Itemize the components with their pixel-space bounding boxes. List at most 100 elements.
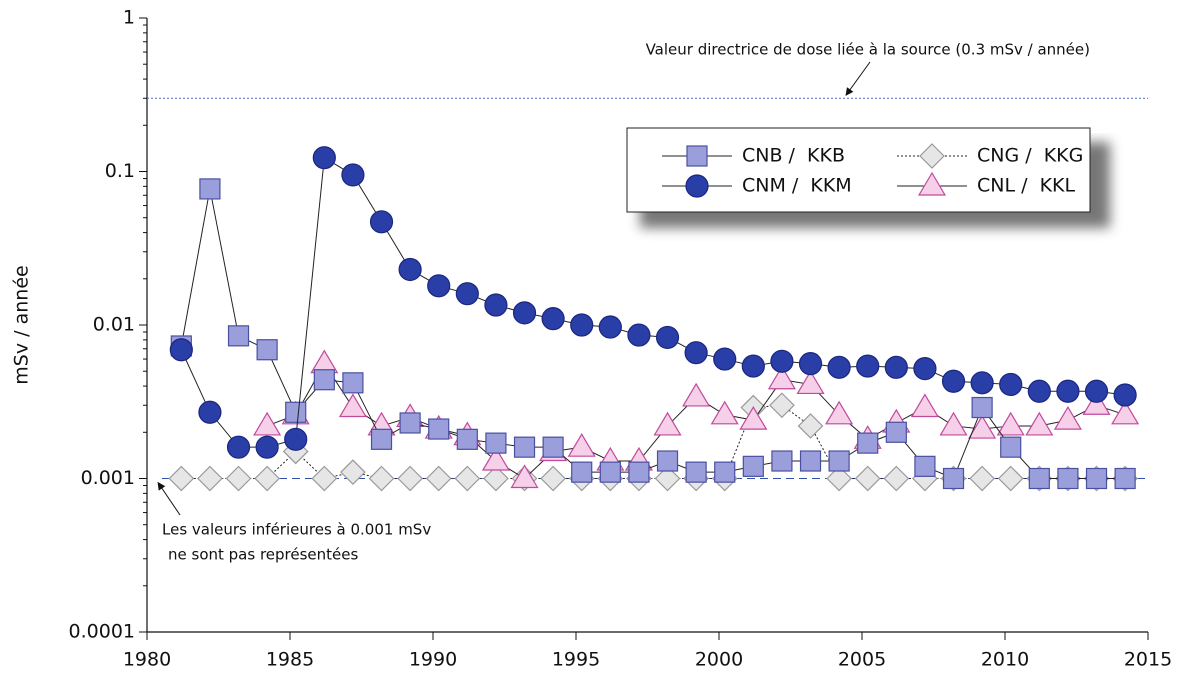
point <box>857 432 879 454</box>
point <box>313 369 335 391</box>
point <box>1085 467 1108 490</box>
legend-marker <box>686 145 708 167</box>
point <box>455 282 479 306</box>
point <box>227 325 250 347</box>
point <box>656 450 679 472</box>
y-tick-label: 0.001 <box>81 467 135 489</box>
point <box>1027 379 1051 403</box>
arrow <box>157 481 181 516</box>
point <box>198 400 222 424</box>
point <box>913 356 937 381</box>
point <box>1000 436 1022 458</box>
y-axis-label: mSv / année <box>11 265 33 384</box>
point <box>769 392 795 419</box>
point <box>796 370 825 395</box>
point <box>684 341 708 365</box>
point <box>970 371 994 395</box>
legend-label: CNM / KKM <box>742 175 852 197</box>
point <box>542 436 564 458</box>
point <box>370 428 393 450</box>
point <box>456 428 478 450</box>
point <box>197 465 223 492</box>
point <box>481 446 510 471</box>
point <box>883 465 910 492</box>
legend-label: CNL / KKL <box>977 175 1076 197</box>
point <box>828 450 850 472</box>
point <box>510 464 539 489</box>
x-tick-label: 2000 <box>695 649 743 671</box>
point <box>169 338 193 362</box>
legend-label: CNB / KKB <box>742 145 845 167</box>
point <box>571 461 593 483</box>
point <box>856 354 880 378</box>
point <box>485 432 507 454</box>
point <box>1082 391 1111 415</box>
point <box>483 465 509 492</box>
point <box>226 435 251 459</box>
legend-marker <box>685 174 709 198</box>
point <box>714 461 736 483</box>
point <box>570 313 594 337</box>
point <box>996 411 1025 436</box>
point <box>742 455 764 477</box>
arrow <box>845 61 871 96</box>
legend-label: CNG / KKG <box>977 145 1083 167</box>
point <box>827 355 851 379</box>
point <box>1057 467 1079 490</box>
point <box>427 274 451 298</box>
point <box>311 465 338 492</box>
point <box>767 365 796 390</box>
point <box>398 257 422 282</box>
point <box>256 339 278 361</box>
point <box>254 465 280 492</box>
x-tick-label: 1985 <box>266 649 314 671</box>
x-tick-label: 1990 <box>409 649 457 671</box>
point <box>884 355 908 379</box>
legend-marker <box>917 171 947 196</box>
point <box>826 465 852 492</box>
limit-label: Les valeurs inférieures à 0.001 mSv <box>162 521 431 539</box>
y-tick-label: 0.01 <box>93 314 135 336</box>
y-tick-label: 1 <box>123 7 135 29</box>
point <box>368 465 395 492</box>
point <box>512 301 537 325</box>
point <box>799 450 822 472</box>
point <box>225 465 252 492</box>
point <box>942 467 965 490</box>
guide-label: Valeur directrice de dose liée à la sour… <box>646 41 1090 59</box>
point <box>682 382 711 407</box>
point <box>484 293 508 317</box>
point <box>255 435 279 459</box>
point <box>425 465 452 492</box>
point <box>598 315 622 339</box>
point <box>397 465 423 492</box>
point <box>340 459 366 485</box>
point <box>653 411 682 436</box>
point <box>628 461 650 483</box>
point <box>369 210 394 234</box>
limit-label: ne sont pas représentées <box>168 546 358 564</box>
point <box>454 465 481 492</box>
point <box>285 401 307 423</box>
point <box>741 354 765 378</box>
point <box>971 396 993 419</box>
point <box>655 325 680 350</box>
y-tick-label: 0.1 <box>105 160 135 182</box>
point <box>284 427 308 451</box>
point <box>1053 405 1082 430</box>
point <box>770 349 794 373</box>
point <box>713 347 737 371</box>
point <box>1111 400 1140 425</box>
point <box>1113 383 1137 407</box>
point <box>1114 467 1136 490</box>
point <box>253 411 282 436</box>
x-tick-label: 2005 <box>838 649 886 671</box>
point <box>797 413 824 439</box>
point <box>910 393 939 418</box>
point <box>567 432 596 457</box>
point <box>428 418 450 440</box>
point <box>1084 379 1109 403</box>
point <box>1025 411 1054 436</box>
point <box>914 455 936 477</box>
